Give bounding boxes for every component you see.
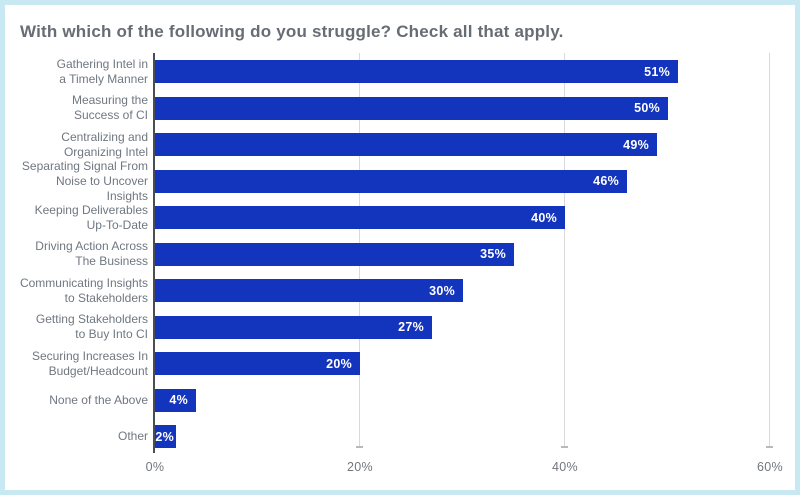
gridline xyxy=(564,53,565,447)
bar-value-label: 20% xyxy=(326,356,352,371)
category-label: Other xyxy=(117,429,148,443)
chart-title: With which of the following do you strug… xyxy=(20,22,564,41)
bar-chart-plot-area: 0% 20% 40% 60% Gathering Intel in a Timely M… xyxy=(20,53,783,474)
bar-value-label: 46% xyxy=(593,174,619,188)
category-label: Centralizing and Organizing Intel xyxy=(61,129,148,159)
bar: 40% xyxy=(155,206,565,229)
bar-value-label: 40% xyxy=(531,210,557,225)
bar-value-label: 51% xyxy=(644,64,670,79)
x-axis-tick-label: 20% xyxy=(347,460,373,474)
gridline xyxy=(769,53,770,447)
category-label: Keeping Deliverables Up-To-Date xyxy=(34,202,148,232)
bar: 51% xyxy=(155,60,678,83)
bar-value-label: 50% xyxy=(634,101,660,115)
bar: 30% xyxy=(155,279,463,302)
bar: 4% xyxy=(155,388,196,412)
category-label: Driving Action Across The Business xyxy=(35,239,148,268)
bar: 2% xyxy=(155,425,176,448)
bar: 20% xyxy=(155,352,360,375)
bar: 35% xyxy=(155,242,514,266)
bar-value-label: 35% xyxy=(480,247,506,261)
x-axis-tick-label: 40% xyxy=(552,460,578,474)
gridline-tick-cap xyxy=(766,446,773,448)
bar-value-label: 49% xyxy=(623,137,649,152)
category-label: Gathering Intel in a Timely Manner xyxy=(56,56,148,86)
y-axis-line xyxy=(153,53,155,453)
category-label: Communicating Insights to Stakeholders xyxy=(19,275,148,305)
category-label: None of the Above xyxy=(49,392,148,407)
bar: 27% xyxy=(155,315,432,339)
category-label: Measuring the Success of CI xyxy=(71,93,148,122)
gridline-tick-cap xyxy=(561,446,568,448)
bar: 49% xyxy=(155,133,657,156)
category-label: Getting Stakeholders to Buy Into CI xyxy=(35,312,148,341)
bar: 46% xyxy=(155,169,627,193)
category-label: Securing Increases In Budget/Headcount xyxy=(31,348,148,378)
bar-value-label: 4% xyxy=(169,393,188,407)
bar-value-label: 27% xyxy=(398,320,424,334)
bar-value-label: 30% xyxy=(429,283,455,298)
x-axis-tick-label: 0% xyxy=(145,460,165,474)
category-label: Separating Signal From Noise to Uncover … xyxy=(21,158,148,203)
x-axis-tick-label: 60% xyxy=(757,460,783,474)
bar: 50% xyxy=(155,96,668,120)
bar-value-label: 2% xyxy=(155,429,174,444)
gridline-tick-cap xyxy=(356,446,363,448)
